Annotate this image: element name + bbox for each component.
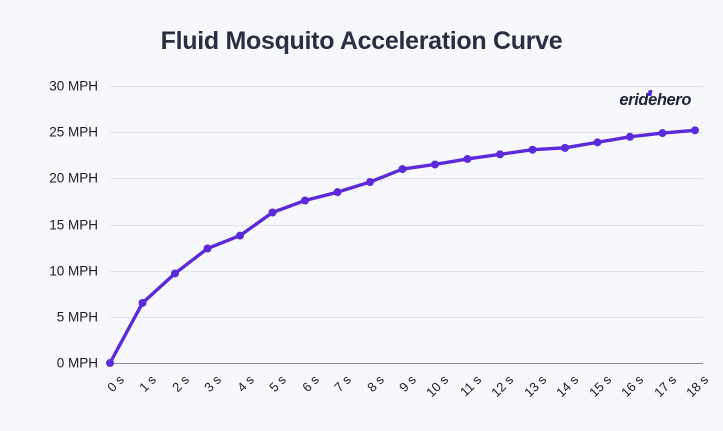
- data-point-marker[interactable]: [496, 150, 504, 159]
- brand-watermark: eridehero: [619, 90, 691, 110]
- y-axis-tick-label: 30 MPH: [49, 78, 98, 94]
- data-point-marker[interactable]: [561, 143, 569, 152]
- gridline: [110, 86, 703, 87]
- data-point-marker[interactable]: [236, 231, 244, 240]
- gridline: [110, 224, 703, 226]
- gridline: [110, 132, 703, 134]
- data-point-marker[interactable]: [366, 178, 374, 187]
- data-point-marker[interactable]: [106, 359, 114, 367]
- data-point-marker[interactable]: [138, 298, 147, 307]
- y-axis-tick-label: 15 MPH: [49, 217, 98, 232]
- watermark-label: eridehero: [619, 91, 691, 109]
- y-axis-tick-label: 25 MPH: [49, 124, 98, 140]
- y-axis-tick-label: 20 MPH: [49, 170, 98, 186]
- gridline: [110, 178, 703, 180]
- y-axis-tick-label: 5 MPH: [56, 309, 98, 325]
- y-axis-tick-label: 10 MPH: [49, 263, 98, 279]
- x-axis-line: [110, 363, 703, 364]
- gridline: [110, 316, 703, 318]
- data-point-marker[interactable]: [626, 132, 634, 141]
- data-point-marker[interactable]: [528, 145, 537, 154]
- data-point-marker[interactable]: [171, 269, 179, 278]
- data-point-marker[interactable]: [593, 138, 602, 147]
- data-point-marker[interactable]: [268, 208, 277, 217]
- data-point-marker[interactable]: [658, 129, 667, 138]
- data-point-marker[interactable]: [431, 160, 439, 169]
- data-point-marker[interactable]: [691, 126, 699, 135]
- y-axis-tick-label: 0 MPH: [56, 355, 98, 371]
- data-point-marker[interactable]: [333, 188, 342, 197]
- chart-title: Fluid Mosquito Acceleration Curve: [160, 27, 563, 55]
- data-point-marker[interactable]: [463, 154, 472, 163]
- data-point-marker[interactable]: [301, 196, 309, 205]
- gridline: [110, 270, 703, 272]
- data-point-marker[interactable]: [398, 165, 407, 174]
- data-point-marker[interactable]: [203, 244, 212, 253]
